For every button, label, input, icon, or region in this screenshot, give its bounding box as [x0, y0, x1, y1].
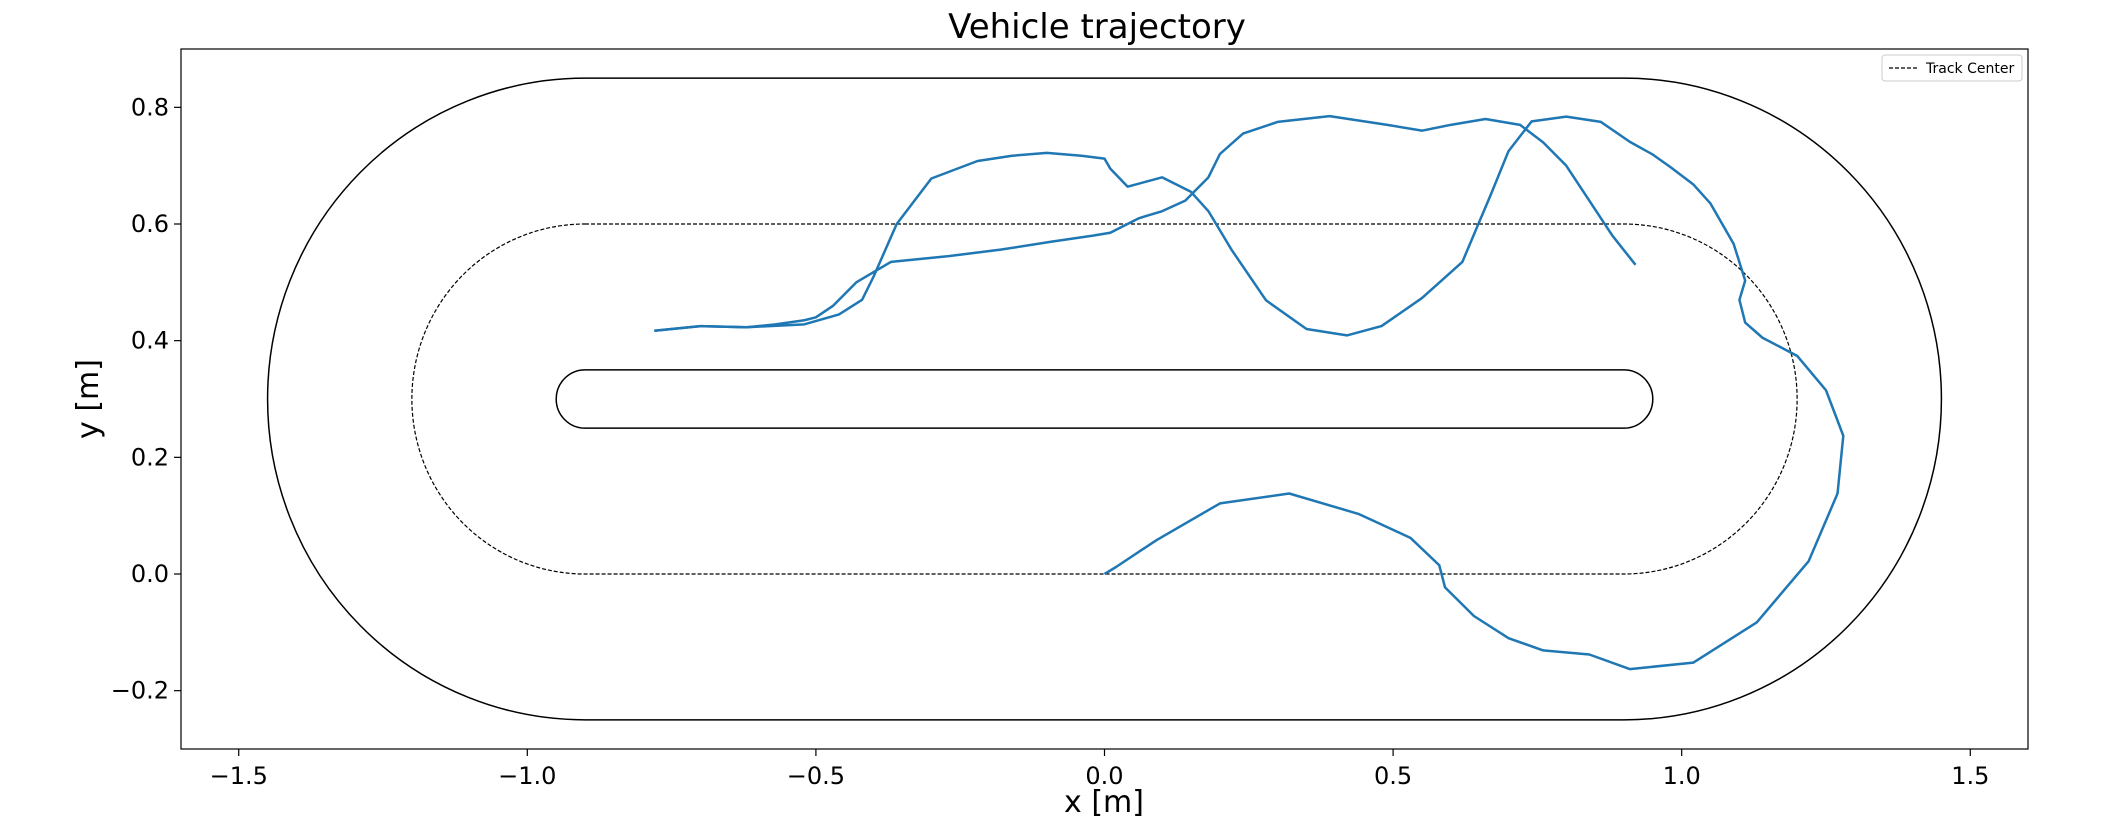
- y-tick-label: 0.8: [131, 93, 169, 121]
- x-tick-label: 1.5: [1951, 762, 1989, 790]
- x-tick-label: 0.0: [1085, 762, 1123, 790]
- x-axis-label: x [m]: [1064, 785, 1144, 817]
- y-tick-label: 0.6: [131, 210, 169, 238]
- trajectory-line-0: [654, 115, 1845, 671]
- track-outer-boundary: [266, 77, 1943, 721]
- y-axis: −0.2 0.0 0.2 0.4 0.6 0.8: [111, 93, 181, 705]
- y-tick-label: 0.2: [131, 443, 169, 471]
- y-axis-label: y [m]: [71, 359, 106, 439]
- legend-box: [1881, 54, 2023, 82]
- legend: Track Center: [1881, 54, 2023, 82]
- y-tick-label: 0.0: [131, 560, 169, 588]
- plot-area: [266, 77, 1943, 721]
- x-tick-label: −0.5: [787, 762, 845, 790]
- y-tick-label: −0.2: [111, 677, 169, 705]
- x-tick-label: −1.0: [498, 762, 556, 790]
- x-tick-label: −1.5: [210, 762, 268, 790]
- plot-frame: [180, 48, 2029, 750]
- chart-title: Vehicle trajectory: [948, 7, 1246, 47]
- track-inner-boundary: [555, 369, 1654, 429]
- x-axis: −1.5 −1.0 −0.5 0.0 0.5 1.0 1.5: [210, 749, 1989, 790]
- trajectory-line-1: [654, 114, 1637, 332]
- legend-label-track-center: Track Center: [1925, 61, 2014, 77]
- x-tick-label: 0.5: [1374, 762, 1412, 790]
- track-center-line: [411, 223, 1798, 575]
- y-tick-label: 0.4: [131, 327, 169, 355]
- x-tick-label: 1.0: [1663, 762, 1701, 790]
